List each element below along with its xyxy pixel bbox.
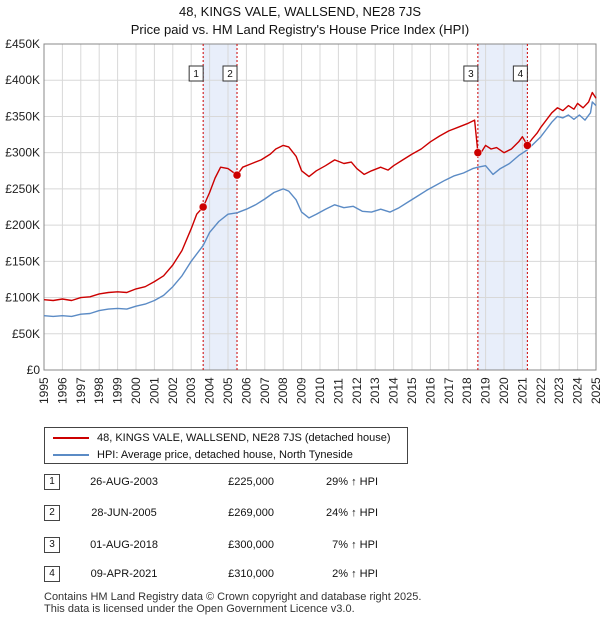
- y-tick-label: £200K: [5, 218, 40, 232]
- x-tick-label: 2013: [368, 377, 382, 404]
- x-tick-label: 2004: [203, 377, 217, 404]
- legend: 48, KINGS VALE, WALLSEND, NE28 7JS (deta…: [44, 427, 408, 464]
- x-tick-label: 2008: [276, 377, 290, 404]
- transaction-label-box: [188, 65, 204, 82]
- transaction-label: 4: [518, 69, 524, 80]
- y-tick-label: £0: [27, 363, 41, 377]
- transaction-hpi-change: 2% ↑ HPI: [332, 568, 378, 580]
- x-tick-label: 2001: [147, 377, 161, 404]
- transaction-date: 09-APR-2021: [90, 568, 158, 580]
- transaction-date: 28-JUN-2005: [91, 507, 157, 519]
- y-tick-label: £450K: [5, 37, 40, 51]
- transaction-number: 3: [44, 537, 60, 553]
- x-tick-label: 2022: [534, 377, 548, 404]
- transaction-label: 1: [193, 69, 199, 80]
- x-tick-label: 2000: [129, 377, 143, 404]
- x-tick-label: 2009: [295, 377, 309, 404]
- transaction-hpi-change: 24% ↑ HPI: [326, 507, 378, 519]
- transaction-marker: [198, 202, 208, 212]
- x-tick-label: 2010: [313, 377, 327, 404]
- x-tick-label: 1995: [37, 377, 51, 404]
- chart-subtitle: Price paid vs. HM Land Registry's House …: [130, 22, 470, 37]
- transaction-marker: [523, 141, 532, 150]
- transaction-number: 1: [44, 474, 60, 490]
- x-tick-label: 2015: [405, 377, 419, 404]
- transaction-marker: [473, 148, 483, 157]
- x-tick-label: 2006: [239, 377, 253, 404]
- legend-item-hpi: HPI: Average price, detached house, Nort…: [53, 447, 353, 463]
- plot-area: [43, 43, 597, 371]
- transaction-date: 26-AUG-2003: [90, 476, 158, 488]
- transaction-number: 2: [44, 505, 60, 521]
- transaction-price: £310,000: [228, 568, 274, 580]
- series-line: [43, 101, 597, 318]
- x-tick-label: 2017: [442, 377, 456, 404]
- transaction-marker: [232, 170, 242, 180]
- y-tick-label: £300K: [5, 146, 40, 160]
- transaction-price: £225,000: [228, 476, 274, 488]
- x-tick-label: 2003: [184, 377, 198, 404]
- transaction-row: 4 09-APR-2021 £310,000 2% ↑ HPI: [44, 566, 404, 584]
- transaction-label-box: [512, 65, 528, 82]
- legend-swatch-hpi: [53, 454, 89, 456]
- x-tick-label: 1997: [74, 377, 88, 404]
- transaction-price: £269,000: [228, 507, 274, 519]
- transaction-label: 2: [227, 69, 233, 80]
- transaction-label-box: [222, 65, 238, 82]
- y-tick-label: £100K: [5, 291, 40, 305]
- transaction-price: £300,000: [228, 539, 274, 551]
- x-tick-label: 1998: [92, 377, 106, 404]
- y-tick-label: £50K: [12, 327, 40, 341]
- legend-item-property: 48, KINGS VALE, WALLSEND, NE28 7JS (deta…: [53, 430, 390, 446]
- x-tick-label: 2012: [350, 377, 364, 404]
- x-tick-label: 2016: [423, 377, 437, 404]
- x-tick-label: 2011: [331, 378, 345, 404]
- x-tick-label: 2018: [460, 377, 474, 404]
- y-tick-label: £400K: [5, 73, 40, 87]
- transaction-hpi-change: 7% ↑ HPI: [332, 539, 378, 551]
- legend-swatch-property: [53, 437, 89, 439]
- x-tick-label: 2005: [221, 377, 235, 404]
- x-tick-label: 2023: [552, 377, 566, 404]
- y-tick-label: £250K: [5, 182, 40, 196]
- shaded-period: [477, 44, 528, 370]
- chart-title: 48, KINGS VALE, WALLSEND, NE28 7JS: [178, 4, 422, 19]
- x-tick-label: 1996: [55, 377, 69, 404]
- shaded-period: [203, 44, 238, 370]
- x-tick-label: 1999: [111, 377, 125, 404]
- y-tick-label: £150K: [5, 254, 40, 268]
- y-tick-label: £350K: [5, 109, 40, 123]
- x-tick-label: 2002: [166, 377, 180, 404]
- transaction-date: 01-AUG-2018: [90, 539, 158, 551]
- x-tick-label: 2007: [258, 377, 272, 404]
- legend-label-hpi: HPI: Average price, detached house, Nort…: [97, 449, 353, 461]
- transaction-row: 3 01-AUG-2018 £300,000 7% ↑ HPI: [44, 537, 404, 555]
- x-tick-label: 2021: [515, 377, 529, 404]
- footer-licence: This data is licensed under the Open Gov…: [44, 603, 355, 615]
- x-tick-label: 2024: [571, 377, 585, 404]
- transaction-label: 3: [468, 69, 474, 80]
- x-tick-label: 2014: [387, 377, 401, 404]
- x-tick-label: 2019: [479, 377, 493, 404]
- footer-copyright: Contains HM Land Registry data © Crown c…: [44, 591, 422, 603]
- x-tick-label: 2020: [497, 377, 511, 404]
- transaction-row: 2 28-JUN-2005 £269,000 24% ↑ HPI: [44, 505, 404, 523]
- legend-label-property: 48, KINGS VALE, WALLSEND, NE28 7JS (deta…: [97, 432, 391, 444]
- transaction-label-box: [463, 65, 479, 82]
- price-chart: £0 £50K £100K £150K £200K £250K £300K £350K £400…: [5, 37, 600, 404]
- transaction-number: 4: [44, 566, 60, 582]
- x-tick-label: 2025: [589, 377, 600, 404]
- transaction-row: 1 26-AUG-2003 £225,000 29% ↑ HPI: [44, 474, 404, 492]
- series-line: [43, 91, 597, 302]
- transaction-hpi-change: 29% ↑ HPI: [326, 476, 378, 488]
